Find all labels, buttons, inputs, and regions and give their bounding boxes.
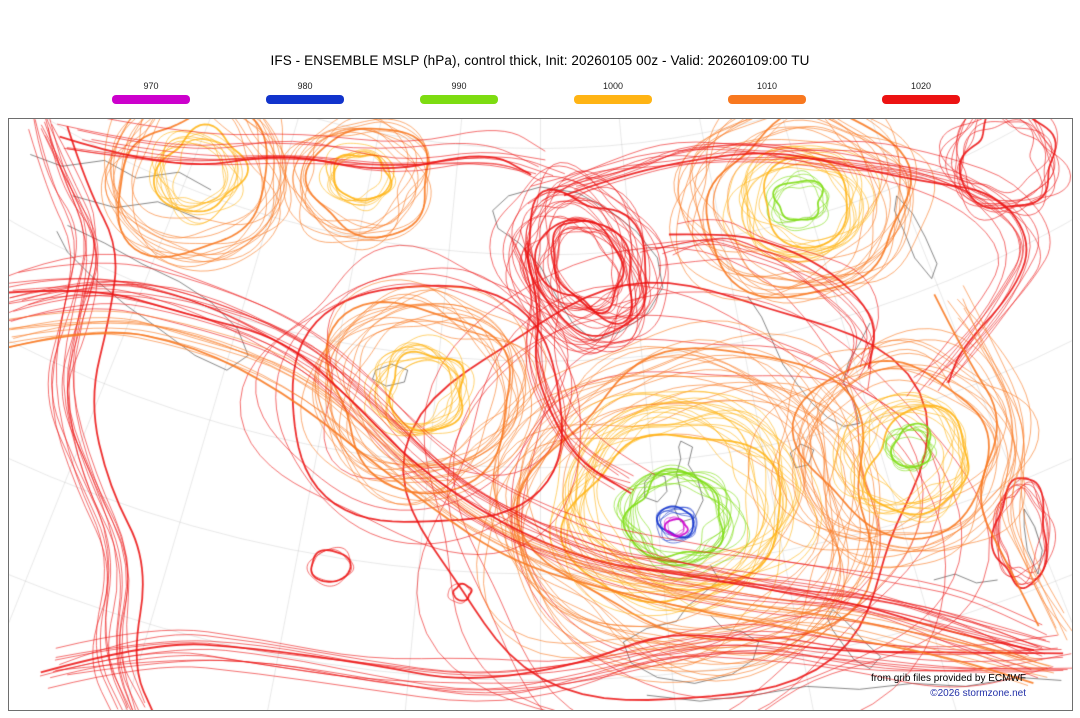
legend-swatch-1020	[882, 95, 960, 104]
legend-label-1020: 1020	[910, 81, 932, 91]
copyright-link[interactable]: ©2026 stormzone.net	[930, 688, 1026, 699]
legend-label-980: 980	[297, 81, 313, 91]
legend-item-990: 990	[420, 81, 498, 104]
legend-swatch-980	[266, 95, 344, 104]
spaghetti-canvas	[9, 119, 1072, 710]
legend-label-990: 990	[451, 81, 467, 91]
legend-swatch-1010	[728, 95, 806, 104]
legend-swatch-990	[420, 95, 498, 104]
legend-swatch-970	[112, 95, 190, 104]
legend-item-970: 970	[112, 81, 190, 104]
map-area: from grib files provided by ECMWF ©2026 …	[8, 118, 1073, 711]
legend-item-1010: 1010	[728, 81, 806, 104]
legend-item-980: 980	[266, 81, 344, 104]
chart-title: IFS - ENSEMBLE MSLP (hPa), control thick…	[270, 53, 810, 68]
data-credit: from grib files provided by ECMWF	[870, 673, 1026, 684]
legend-label-1010: 1010	[756, 81, 778, 91]
pressure-legend: 970 980 990 1000 1010 1020	[112, 81, 960, 104]
legend-item-1000: 1000	[574, 81, 652, 104]
legend-item-1020: 1020	[882, 81, 960, 104]
legend-label-970: 970	[143, 81, 159, 91]
legend-swatch-1000	[574, 95, 652, 104]
legend-label-1000: 1000	[602, 81, 624, 91]
